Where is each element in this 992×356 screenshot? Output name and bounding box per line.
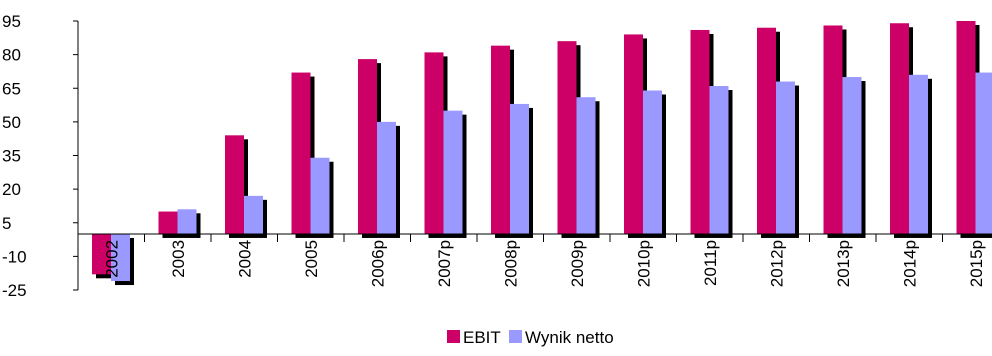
x-tick-label: 2014p: [900, 240, 919, 287]
bar-ebit: [225, 135, 244, 234]
x-tick-label: 2002: [102, 240, 121, 278]
y-tick-label: 65: [2, 79, 21, 98]
legend-label: EBIT: [463, 328, 501, 347]
x-tick-label: 2013p: [834, 240, 853, 287]
y-axis: 95 80 65 50 35 20 5 -10 -25: [2, 12, 79, 300]
bar-wynik-netto: [643, 90, 662, 234]
bar-wynik-netto: [310, 157, 330, 234]
y-tick-label: 35: [2, 147, 21, 166]
bar-wynik-netto: [443, 110, 463, 234]
x-tick-label: 2012p: [767, 240, 786, 287]
bar-ebit: [690, 29, 710, 234]
bar-wynik-netto: [377, 121, 396, 234]
x-tick-label: 2010p: [634, 240, 653, 287]
x-tick-label: 2008p: [501, 240, 520, 287]
legend-swatch: [447, 330, 460, 343]
bar-wynik-netto: [576, 97, 596, 234]
bar-wynik-netto: [111, 233, 130, 282]
bar-wynik-netto: [909, 74, 928, 234]
bar-ebit: [424, 52, 444, 234]
bar-ebit: [92, 233, 111, 275]
y-tick-label: -10: [2, 247, 27, 266]
y-tick-label: 80: [2, 46, 21, 65]
bar-ebit: [890, 23, 909, 234]
x-tick-label: 2006p: [368, 240, 387, 287]
bar-wynik-netto: [975, 72, 992, 234]
legend: EBIT Wynik netto: [447, 328, 614, 347]
bar-wynik-netto: [244, 195, 263, 234]
y-tick-label: 95: [2, 12, 21, 31]
bar-ebit: [823, 25, 843, 234]
bar-wynik-netto: [776, 81, 795, 234]
bar-ebit: [491, 45, 510, 234]
y-tick-label: 20: [2, 180, 21, 199]
x-tick-label: 2015p: [967, 240, 986, 287]
bar-ebit: [158, 211, 178, 234]
legend-label: Wynik netto: [525, 328, 614, 347]
bar-ebit: [956, 21, 976, 234]
x-tick-label: 2005: [302, 240, 321, 278]
x-tick-label: 2004: [235, 240, 254, 278]
bar-wynik-netto: [842, 77, 862, 234]
bar-ebit: [757, 27, 776, 234]
y-tick-label: 5: [2, 214, 11, 233]
legend-swatch: [509, 330, 522, 343]
y-tick-label: 50: [2, 113, 21, 132]
bar-ebit: [291, 72, 311, 234]
x-axis: 2002 2003 2004 2005 2006p 2007p 2008p 2009p 2010…: [77, 233, 992, 287]
y-tick-label: -25: [2, 281, 27, 300]
bar-wynik-netto: [709, 86, 729, 234]
x-tick-label: 2011p: [701, 240, 720, 286]
bar-wynik-netto: [510, 103, 529, 234]
bar-wynik-netto: [177, 209, 197, 234]
bar-ebit: [358, 59, 377, 234]
bar-ebit: [624, 34, 643, 234]
x-tick-label: 2009p: [568, 240, 587, 287]
x-tick-label: 2007p: [435, 240, 454, 287]
bar-series: [92, 21, 992, 286]
x-tick-label: 2003: [169, 240, 188, 278]
bar-ebit: [557, 41, 577, 234]
